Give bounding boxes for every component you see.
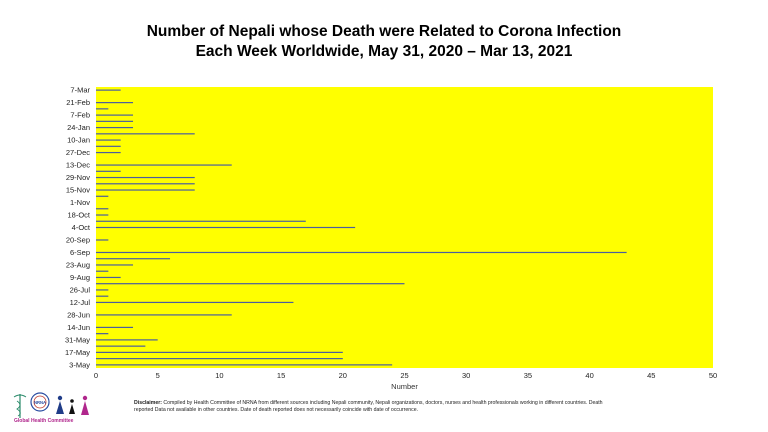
bar-7-Jun	[96, 333, 109, 335]
bar-23-Aug	[96, 264, 134, 266]
y-tick-label: 24-Jan	[67, 123, 90, 132]
y-tick-label: 6-Sep	[70, 248, 90, 257]
x-tick-label: 20	[339, 371, 347, 380]
people-icon	[56, 395, 89, 415]
y-tick-label: 28-Jun	[67, 311, 90, 320]
y-tick-label: 13-Dec	[66, 161, 90, 170]
x-tick-label: 0	[94, 371, 98, 380]
y-tick-label: 21-Feb	[66, 98, 90, 107]
y-tick-label: 10-Jan	[67, 136, 90, 145]
bar-14-Feb	[96, 108, 109, 110]
bar-14-Jun	[96, 326, 134, 329]
x-tick-label: 50	[709, 371, 717, 380]
bar-10-Jan	[96, 139, 121, 141]
y-tick-label: 1-Nov	[70, 198, 90, 207]
bar-8-Nov	[96, 195, 109, 197]
bar-20-Sep	[96, 239, 109, 241]
bar-28-Jun	[96, 314, 232, 316]
y-tick-label: 17-May	[65, 348, 90, 357]
y-tick-label: 7-Feb	[70, 111, 90, 120]
x-tick-label: 25	[400, 371, 408, 380]
bar-17-May	[96, 351, 343, 353]
y-tick-label: 14-Jun	[67, 323, 90, 332]
y-tick-label: 15-Nov	[66, 186, 90, 195]
x-tick-label: 40	[585, 371, 593, 380]
bars-group	[96, 89, 627, 366]
nrna-logo: NRNA	[13, 392, 89, 418]
bar-29-Nov	[96, 176, 195, 179]
chart-title: Number of Nepali whose Death were Relate…	[0, 22, 768, 62]
bar-7-Mar	[96, 89, 121, 91]
x-tick-label: 30	[462, 371, 470, 380]
bar-13-Dec	[96, 164, 232, 166]
y-tick-label: 26-Jul	[70, 286, 91, 295]
x-tick-label: 35	[524, 371, 532, 380]
y-tick-labels: 3-May 17-May 31-May 14-Jun 28-Jun 12-Jul 26-Ju…	[65, 86, 91, 370]
x-tick-labels: 0 5 10 15 20 25 30 35 40 45 50	[94, 371, 717, 380]
bar-12-Jul	[96, 301, 294, 304]
bar-26-Jul	[96, 289, 109, 291]
bar-11-Oct	[96, 220, 306, 222]
bar-16-Aug	[96, 270, 109, 272]
logo-caption: Global Health Committee	[14, 418, 74, 424]
bar-31-May	[96, 339, 158, 341]
bar-6-Dec	[96, 170, 121, 172]
bar-21-Feb	[96, 102, 134, 104]
disclaimer-label: Disclaimer:	[134, 400, 162, 406]
bar-6-Sep	[96, 251, 627, 254]
bar-25-Oct	[96, 208, 109, 210]
bar-2-Aug	[96, 283, 405, 285]
chart-title-line2: Each Week Worldwide, May 31, 2020 – Mar …	[195, 43, 573, 60]
caduceus-icon	[13, 394, 27, 418]
nrna-emblem-icon: NRNA	[30, 392, 50, 412]
x-tick-label: 5	[156, 371, 160, 380]
bar-10-May	[96, 358, 343, 360]
y-tick-label: 31-May	[65, 336, 90, 345]
y-tick-label: 20-Sep	[66, 236, 90, 245]
chart-title-line1: Number of Nepali whose Death were Relate…	[146, 23, 622, 40]
logo-org-text: NRNA	[34, 400, 46, 405]
y-tick-label: 29-Nov	[66, 173, 90, 182]
bar-24-Jan	[96, 126, 134, 129]
x-tick-label: 10	[215, 371, 223, 380]
bar-3-May	[96, 364, 393, 366]
y-tick-label: 9-Aug	[70, 273, 90, 282]
disclaimer-text: Compiled by Health Committee of NRNA fro…	[134, 400, 603, 413]
bar-31-Jan	[96, 120, 134, 122]
bar-27-Dec	[96, 151, 121, 154]
bar-3-Jan	[96, 145, 121, 147]
y-tick-label: 23-Aug	[66, 261, 90, 270]
y-tick-label: 3-May	[69, 360, 90, 369]
bar-7-Feb	[96, 114, 134, 116]
bar-24-May	[96, 345, 146, 347]
bar-9-Aug	[96, 276, 121, 279]
y-tick-label: 7-Mar	[70, 86, 90, 95]
y-tick-label: 18-Oct	[67, 211, 90, 220]
bar-30-Aug	[96, 258, 171, 260]
y-tick-label: 4-Oct	[72, 223, 91, 232]
y-tick-label: 27-Dec	[66, 148, 90, 157]
bar-22-Nov	[96, 183, 195, 185]
bar-18-Oct	[96, 214, 109, 216]
x-tick-label: 45	[647, 371, 655, 380]
bar-17-Jan	[96, 133, 195, 135]
bar-15-Nov	[96, 189, 195, 191]
disclaimer-note: Disclaimer: Compiled by Health Committee…	[134, 400, 614, 414]
x-tick-label: 15	[277, 371, 285, 380]
y-tick-label: 12-Jul	[70, 298, 91, 307]
bar-4-Oct	[96, 226, 356, 229]
x-axis-title: Number	[391, 382, 418, 391]
bar-19-Jul	[96, 295, 109, 297]
